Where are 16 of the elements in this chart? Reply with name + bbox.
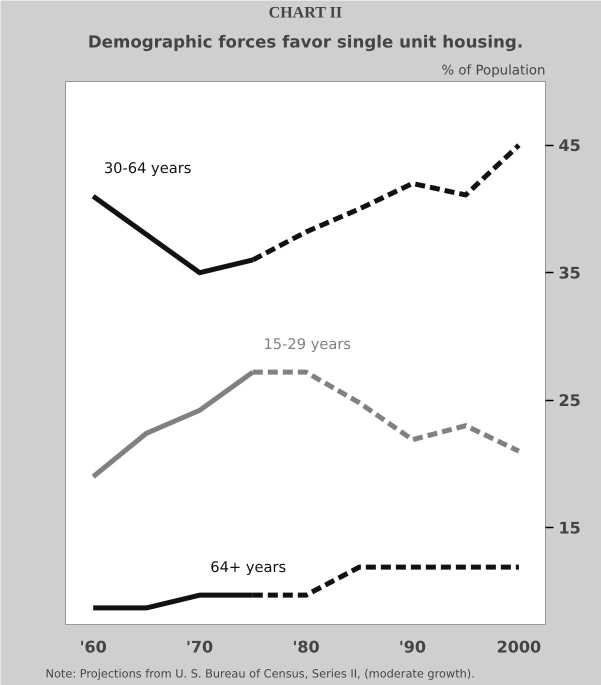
series-label: 64+ years: [210, 559, 286, 576]
y-tick-label: 45: [558, 136, 581, 156]
y-axis-title: % of Population: [441, 64, 546, 78]
x-tick-label: 2000: [496, 638, 542, 656]
y-tick-label: 15: [558, 518, 581, 538]
x-tick-label: '70: [186, 638, 214, 656]
chart-subtitle: Demographic forces favor single unit housing.: [88, 32, 524, 52]
text: Note: Projections from U. S. Bureau of Census, Series II, (moderate growth).: [46, 666, 475, 680]
y-tick-label: 35: [558, 264, 581, 283]
series-label: 30-64 years: [104, 160, 192, 178]
x-tick-label: '90: [398, 638, 426, 656]
x-tick-label: '80: [292, 638, 320, 656]
chart-title: CHART II: [268, 4, 342, 22]
y-tick-label: 25: [558, 391, 581, 410]
x-tick-label: '60: [80, 638, 107, 656]
series-label: 15-29 years: [263, 336, 352, 353]
